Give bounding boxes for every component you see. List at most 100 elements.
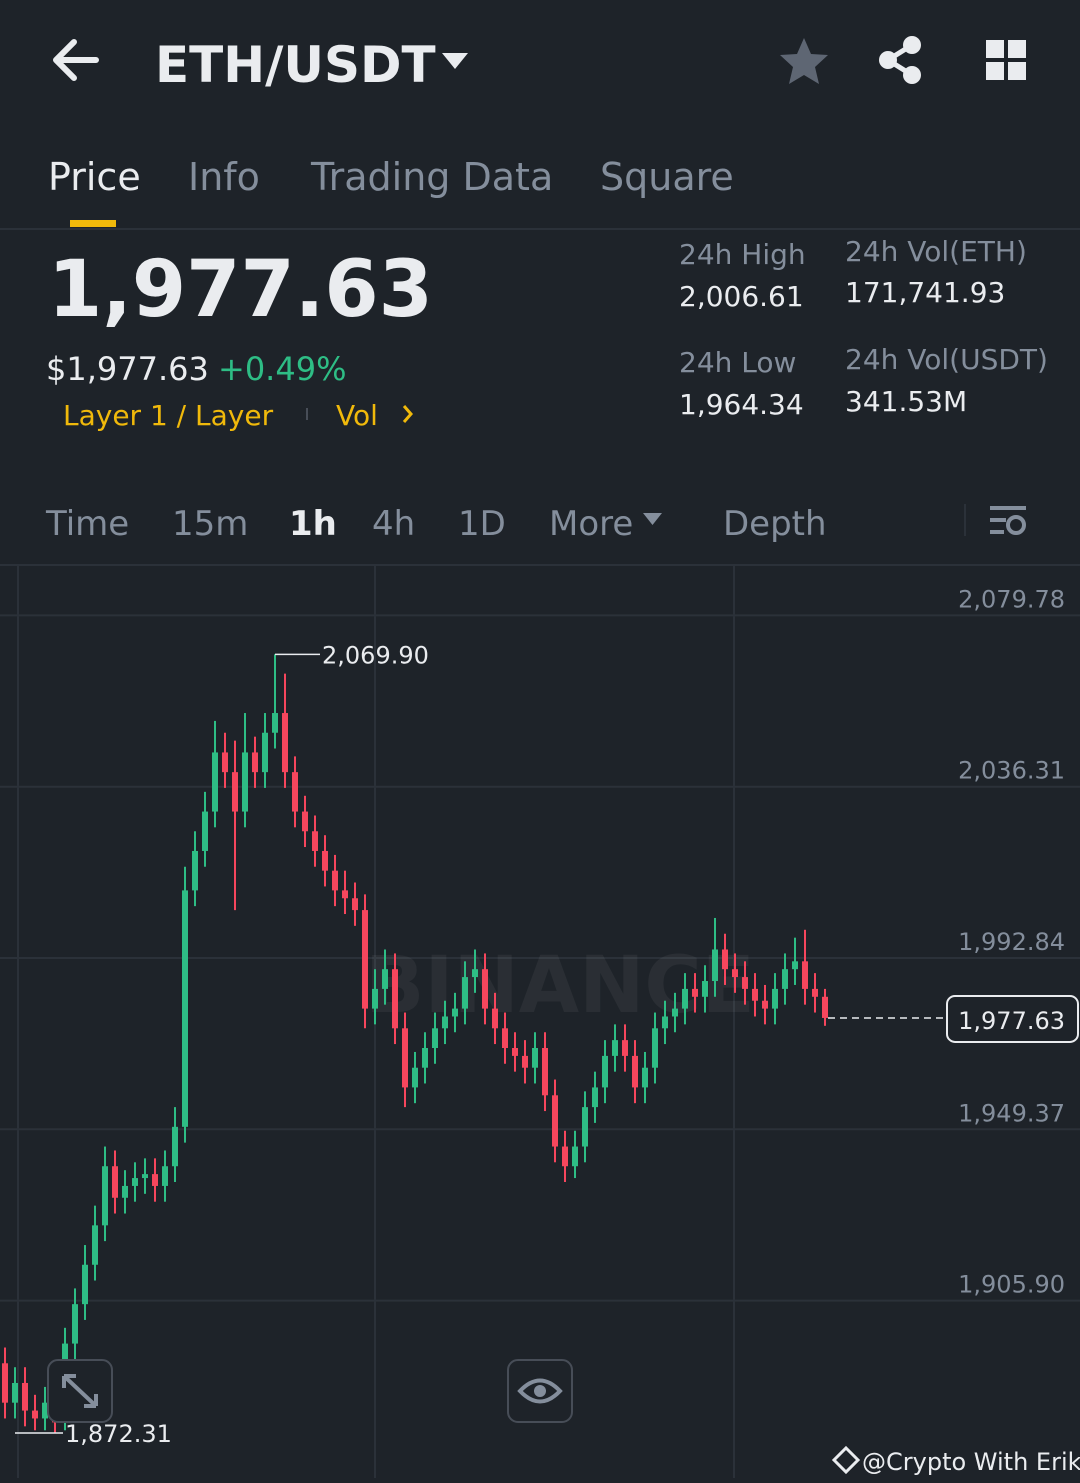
tab[interactable]: Trading Data — [310, 155, 553, 199]
candle-body — [482, 969, 488, 1009]
candle-body — [382, 969, 388, 989]
tag[interactable]: Layer 1 / Layer — [63, 399, 274, 432]
square — [986, 62, 1004, 80]
candle-body — [472, 969, 478, 978]
candle-body — [512, 1048, 518, 1056]
pair-dropdown[interactable] — [442, 53, 468, 69]
pair-title[interactable]: ETH/USDT — [155, 36, 436, 94]
candle-body — [262, 732, 268, 773]
candle-body — [812, 988, 818, 997]
candle-body — [252, 752, 258, 773]
visibility-button[interactable] — [507, 1359, 573, 1423]
back-icon — [53, 39, 99, 81]
stat-value: 171,741.93 — [845, 276, 1005, 309]
candle-body — [142, 1174, 148, 1179]
candle-body — [462, 977, 468, 1009]
candle-body — [342, 890, 348, 899]
candle-body — [352, 898, 358, 911]
candle-body — [422, 1048, 428, 1068]
candle-body — [722, 949, 728, 970]
favorite-icon[interactable] — [780, 38, 828, 84]
square — [1008, 40, 1026, 58]
chart: 2,079.78 2,036.31 1,992.84 1,949.37 1,905.90… — [0, 566, 1080, 1478]
divider — [0, 228, 1080, 230]
share-icon[interactable] — [879, 36, 921, 84]
y-tick-label: 1,905.90 — [958, 1271, 1065, 1299]
candle-body — [592, 1087, 598, 1108]
y-tick-label: 2,079.78 — [958, 585, 1065, 613]
expand-icon — [62, 1374, 98, 1408]
candle-body — [782, 969, 788, 989]
interval[interactable]: 15m — [172, 504, 248, 544]
candle-body — [312, 831, 318, 851]
interval[interactable]: Depth — [723, 504, 827, 544]
last-price-box — [946, 994, 1079, 1043]
candle-body — [582, 1107, 588, 1147]
square — [986, 40, 1004, 58]
candle-body — [22, 1382, 28, 1411]
stat-value: 2,006.61 — [679, 280, 804, 313]
candle-body — [102, 1166, 108, 1226]
back-button[interactable] — [53, 39, 99, 81]
candle-body — [672, 1008, 678, 1017]
stat-label: 24h Low — [679, 346, 796, 379]
interval[interactable]: 1h — [289, 504, 337, 544]
candle-body — [212, 752, 218, 812]
candle-body — [392, 969, 398, 1029]
credit-icon — [831, 1445, 861, 1475]
bar — [990, 530, 1004, 534]
candle-body — [282, 713, 288, 773]
candle-body — [292, 772, 298, 812]
candle-body — [332, 870, 338, 891]
candle-body — [502, 1028, 508, 1049]
interval[interactable]: Time — [45, 504, 129, 544]
candle-body — [542, 1048, 548, 1096]
candle-body — [152, 1174, 158, 1186]
gear — [1006, 515, 1026, 535]
candle-body — [242, 752, 248, 812]
y-tick-label: 2,036.31 — [958, 757, 1065, 785]
interval[interactable]: 1D — [458, 504, 506, 544]
price-change: +0.49% — [218, 350, 346, 388]
candle-body — [172, 1126, 178, 1167]
stat-label: 24h Vol(USDT) — [845, 343, 1048, 376]
candle-body — [112, 1166, 118, 1198]
bar — [990, 518, 1006, 522]
tab[interactable]: Square — [600, 155, 734, 199]
candle-body — [432, 1028, 438, 1049]
candle-body — [622, 1040, 628, 1056]
tag[interactable]: Vol — [336, 399, 378, 432]
interval[interactable]: 4h — [372, 504, 415, 544]
candle-body — [12, 1382, 18, 1403]
candle-body — [772, 988, 778, 1009]
candle-body — [562, 1146, 568, 1167]
candle-body — [572, 1146, 578, 1167]
tab-indicator — [70, 220, 116, 227]
y-tick-label: 1,992.84 — [958, 928, 1065, 956]
stat-label: 24h High — [679, 238, 806, 271]
candle-body — [742, 977, 748, 989]
candle-body — [42, 1402, 48, 1419]
y-tick-label: 1,949.37 — [958, 1099, 1065, 1127]
chart-settings-icon[interactable] — [990, 506, 1026, 535]
tab[interactable]: Price — [48, 155, 141, 199]
candle-body — [652, 1028, 658, 1068]
interval[interactable]: More — [549, 504, 633, 544]
candle-body — [362, 910, 368, 1009]
candle-body — [452, 1008, 458, 1017]
tab[interactable]: Info — [188, 155, 260, 199]
candle-body — [372, 988, 378, 1009]
candle-body — [822, 996, 828, 1018]
candle-body — [682, 988, 688, 1009]
candle-body — [412, 1067, 418, 1088]
candle-body — [72, 1304, 78, 1344]
divider — [0, 564, 1080, 566]
grid-menu-icon[interactable] — [986, 40, 1026, 80]
more-dropdown[interactable] — [643, 513, 662, 525]
candle-body — [132, 1178, 138, 1186]
expand-button[interactable] — [47, 1359, 113, 1423]
candle-body — [162, 1166, 168, 1186]
candle-body — [522, 1055, 528, 1068]
share-lines — [886, 42, 914, 78]
